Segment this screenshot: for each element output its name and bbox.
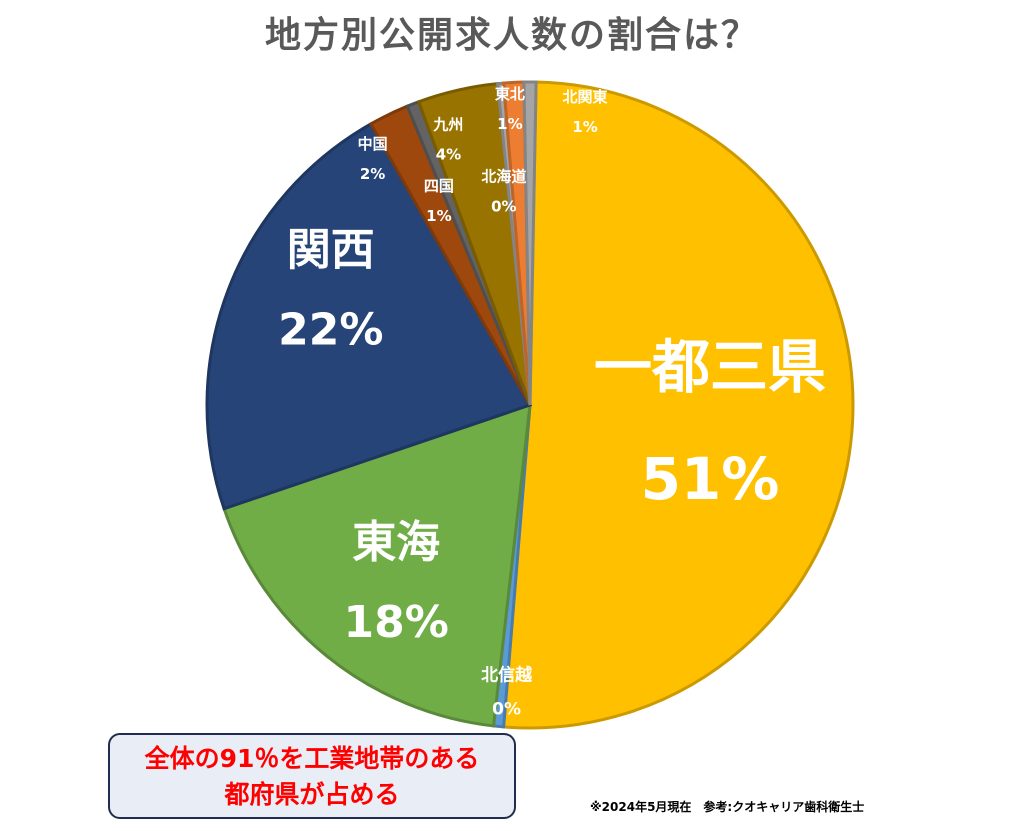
callout-box: 全体の91％を工業地帯のある 都府県が占める xyxy=(108,733,516,819)
pie-slice-3 xyxy=(205,121,533,511)
slice-label-4: 中国 xyxy=(358,135,388,153)
slice-label-1: 北信越 xyxy=(481,664,533,685)
chart-title: 地方別公開求人数の割合は？ xyxy=(264,15,759,56)
pie-slice-0 xyxy=(502,80,855,730)
slice-value-1: 0% xyxy=(492,699,521,719)
slice-value-3: 22% xyxy=(278,305,383,356)
slice-value-7: 0% xyxy=(491,197,516,215)
slice-value-4: 2% xyxy=(360,165,385,183)
callout-line-2: 都府県が占める xyxy=(224,780,400,809)
slice-value-0: 51% xyxy=(641,445,780,513)
slice-value-9: 1% xyxy=(572,118,597,136)
footnote: ※2024年5月現在 参考:クオキャリア歯科衛生士 xyxy=(590,800,865,814)
slice-value-5: 1% xyxy=(426,207,451,225)
slice-label-7: 北海道 xyxy=(481,167,526,185)
slice-label-9: 北関東 xyxy=(562,88,607,106)
pie-slice-9 xyxy=(522,80,538,406)
slice-label-2: 東海 xyxy=(352,517,440,568)
slice-value-8: 1% xyxy=(497,115,522,133)
slice-value-6: 4% xyxy=(436,145,461,163)
slice-label-3: 関西 xyxy=(287,225,375,276)
slice-label-6: 九州 xyxy=(432,115,463,133)
slice-label-0: 一都三県 xyxy=(594,333,826,401)
pie-slice-2 xyxy=(222,402,532,728)
callout-line-1: 全体の91％を工業地帯のある xyxy=(144,744,480,773)
slice-label-8: 東北 xyxy=(495,85,525,103)
slice-label-5: 四国 xyxy=(424,177,454,195)
slice-value-2: 18% xyxy=(344,597,449,648)
